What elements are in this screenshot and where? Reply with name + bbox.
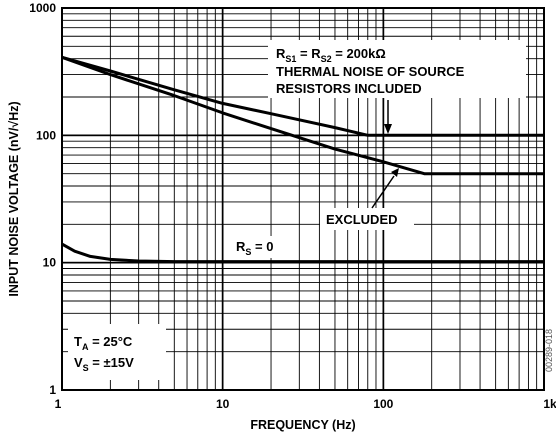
- rs2-val: = 200kΩ: [332, 46, 386, 61]
- rs0-main: R: [236, 239, 246, 254]
- x-tick-label: 1k: [543, 397, 556, 411]
- tick-labels: 1 10 100 1k 1 10 100 1000: [29, 1, 556, 411]
- annotation-box-included: [268, 40, 526, 98]
- vs-main: V: [74, 355, 83, 370]
- x-tick-label: 1: [55, 397, 62, 411]
- ta-val: = 25°C: [88, 334, 132, 349]
- annotation-excluded: EXCLUDED: [326, 212, 398, 227]
- series-rs-zero-line: [61, 242, 544, 264]
- ta-main: T: [74, 334, 82, 349]
- annotation-box-excluded: [320, 208, 414, 230]
- annotation-box-rs0: [232, 236, 290, 258]
- vs-sub: S: [83, 363, 89, 373]
- arrow-excluded-shaft: [371, 175, 395, 209]
- y-tick-label: 1: [49, 383, 56, 397]
- x-tick-label: 100: [373, 397, 393, 411]
- ta-sub: A: [82, 342, 89, 352]
- arrow-excluded-head: [391, 168, 399, 177]
- rs2-sub: S2: [321, 54, 332, 64]
- annotation-rs0: RS = 0: [236, 239, 273, 257]
- arrow-included-head: [384, 124, 392, 134]
- annotation-thermal-line2: RESISTORS INCLUDED: [276, 81, 422, 96]
- conditions-box: [68, 324, 166, 380]
- annotation-rs-values: RS1 = RS2 = 200kΩ: [276, 46, 386, 64]
- rs0-sub: S: [245, 247, 251, 257]
- y-axis-label: INPUT NOISE VOLTAGE (nV/√Hz): [7, 101, 21, 296]
- series-excluded-line: [61, 55, 544, 176]
- figure-code: 00289-018: [544, 329, 554, 372]
- y-tick-label: 10: [43, 256, 57, 270]
- condition-vs: VS = ±15V: [74, 355, 134, 373]
- x-axis-label: FREQUENCY (Hz): [250, 418, 355, 432]
- series-group: [61, 55, 544, 264]
- y-tick-label: 100: [36, 128, 56, 142]
- rs-eq: = R: [296, 46, 321, 61]
- rs1-sub: S1: [285, 54, 296, 64]
- condition-ta: TA = 25°C: [74, 334, 133, 352]
- rs1-main: R: [276, 46, 286, 61]
- series-included-line: [61, 55, 544, 137]
- rs0-val: = 0: [251, 239, 273, 254]
- plot-frame: [61, 7, 545, 391]
- y-tick-label: 1000: [29, 1, 56, 15]
- x-tick-label: 10: [216, 397, 230, 411]
- annotation-thermal-line1: THERMAL NOISE OF SOURCE: [276, 64, 465, 79]
- vs-val: = ±15V: [89, 355, 134, 370]
